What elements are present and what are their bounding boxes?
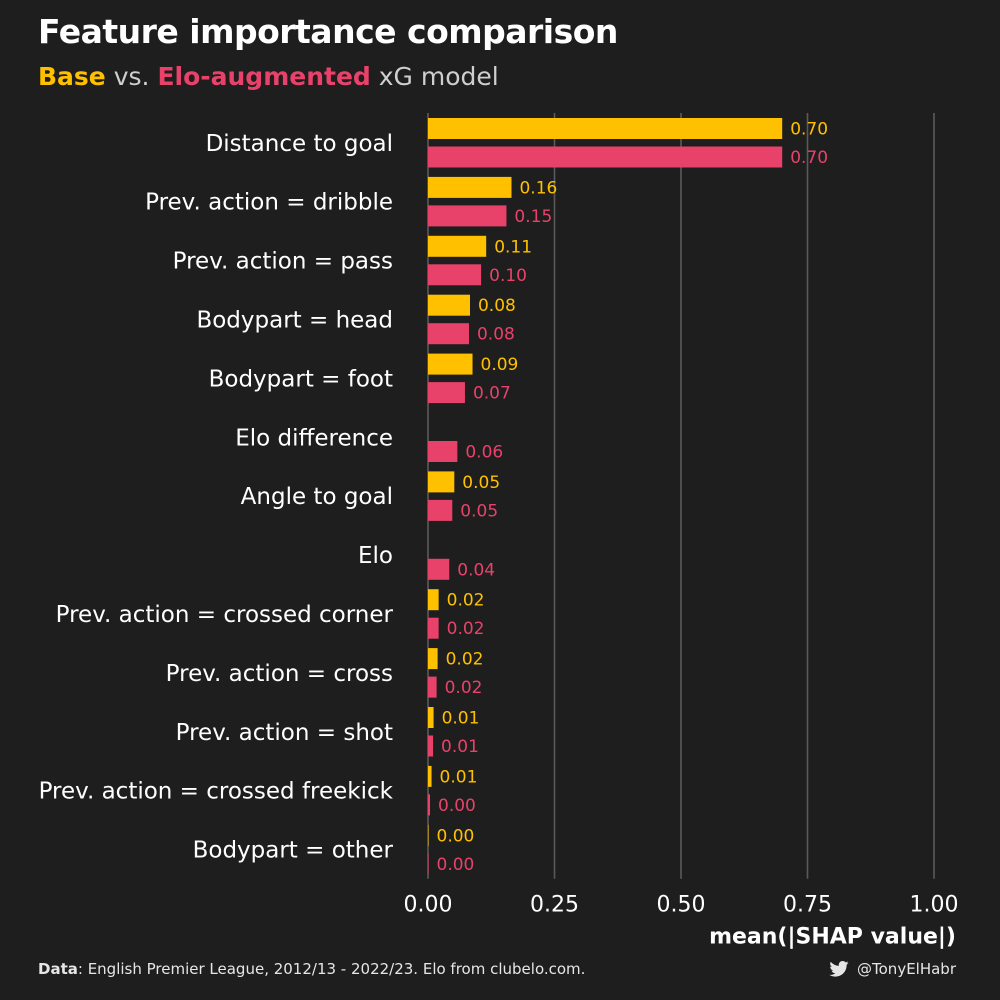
base-value-label: 0.08 [478,296,516,316]
augmented-bar [428,853,429,875]
x-tick-label: 0.75 [783,893,832,918]
author-handle: @TonyElHabr [857,960,956,978]
x-axis-title: mean(|SHAP value|) [709,925,956,950]
chart-title: Feature importance comparison [38,12,618,51]
category-label: Bodypart = head [196,307,393,333]
augmented-bar [428,264,482,286]
augmented-bar [428,676,437,698]
augmented-bar [428,146,783,168]
augmented-value-label: 0.70 [790,148,828,168]
x-tick-label: 0.00 [404,893,453,918]
subtitle-tail: xG model [370,62,499,91]
base-value-label: 0.70 [790,120,828,140]
augmented-bar [428,558,450,580]
base-bar [428,235,487,257]
augmented-value-label: 0.02 [445,678,483,698]
category-label: Elo [358,543,393,569]
category-label: Prev. action = pass [173,249,393,275]
category-label: Distance to goal [206,131,393,157]
chart-subtitle: Base vs. Elo-augmented xG model [38,62,499,91]
augmented-value-label: 0.04 [457,560,495,580]
subtitle-vs: vs. [105,62,158,91]
augmented-value-label: 0.02 [447,619,485,639]
augmented-value-label: 0.00 [437,855,475,875]
category-label: Bodypart = foot [209,366,393,392]
augmented-bar [428,382,465,404]
base-value-label: 0.02 [446,650,484,670]
category-label: Prev. action = crossed corner [56,602,394,628]
base-value-label: 0.02 [447,591,485,611]
augmented-value-label: 0.15 [514,207,552,227]
category-label: Angle to goal [241,484,393,510]
base-value-label: 0.09 [481,355,519,375]
base-bar [428,353,473,375]
category-label: Elo difference [235,425,393,451]
base-bar [428,176,512,198]
augmented-bar [428,205,507,227]
data-source-caption: Data: English Premier League, 2012/13 - … [38,960,585,978]
augmented-value-label: 0.06 [465,443,503,463]
augmented-bar [428,617,439,639]
category-label: Bodypart = other [193,838,394,864]
augmented-bar [428,735,434,757]
base-value-label: 0.11 [494,237,532,257]
augmented-bar [428,441,458,462]
x-tick-label: 1.00 [910,893,959,918]
category-label: Prev. action = crossed freekick [39,779,394,805]
base-bar [428,589,439,611]
category-label: Prev. action = cross [166,661,393,687]
base-value-label: 0.16 [519,178,557,198]
base-value-label: 0.05 [462,473,500,493]
base-bar [428,765,432,787]
base-bar [428,471,455,493]
augmented-value-label: 0.00 [438,796,476,816]
data-source-text: : English Premier League, 2012/13 - 2022… [77,960,586,978]
base-bar [428,648,438,670]
augmented-bar [428,499,453,521]
x-tick-label: 0.50 [657,893,706,918]
subtitle-augmented-model: Elo-augmented [157,62,371,91]
category-label: Prev. action = dribble [145,190,393,216]
data-source-label: Data [38,960,78,978]
category-label: Prev. action = shot [176,720,393,746]
augmented-value-label: 0.07 [473,384,511,404]
base-bar [428,707,434,728]
base-bar [428,118,783,139]
augmented-bar [428,794,431,816]
augmented-bar [428,323,469,345]
base-value-label: 0.01 [440,767,478,787]
augmented-value-label: 0.08 [477,325,515,345]
subtitle-base-model: Base [38,62,106,91]
author-credit: @TonyElHabr [829,960,956,978]
base-value-label: 0.01 [442,709,480,729]
base-value-label: 0.00 [437,826,475,846]
augmented-value-label: 0.05 [460,501,498,521]
twitter-bird-icon [829,961,849,977]
base-bar [428,824,429,846]
x-tick-label: 0.25 [530,893,579,918]
augmented-value-label: 0.01 [441,737,479,757]
augmented-value-label: 0.10 [489,266,527,286]
base-bar [428,294,470,316]
